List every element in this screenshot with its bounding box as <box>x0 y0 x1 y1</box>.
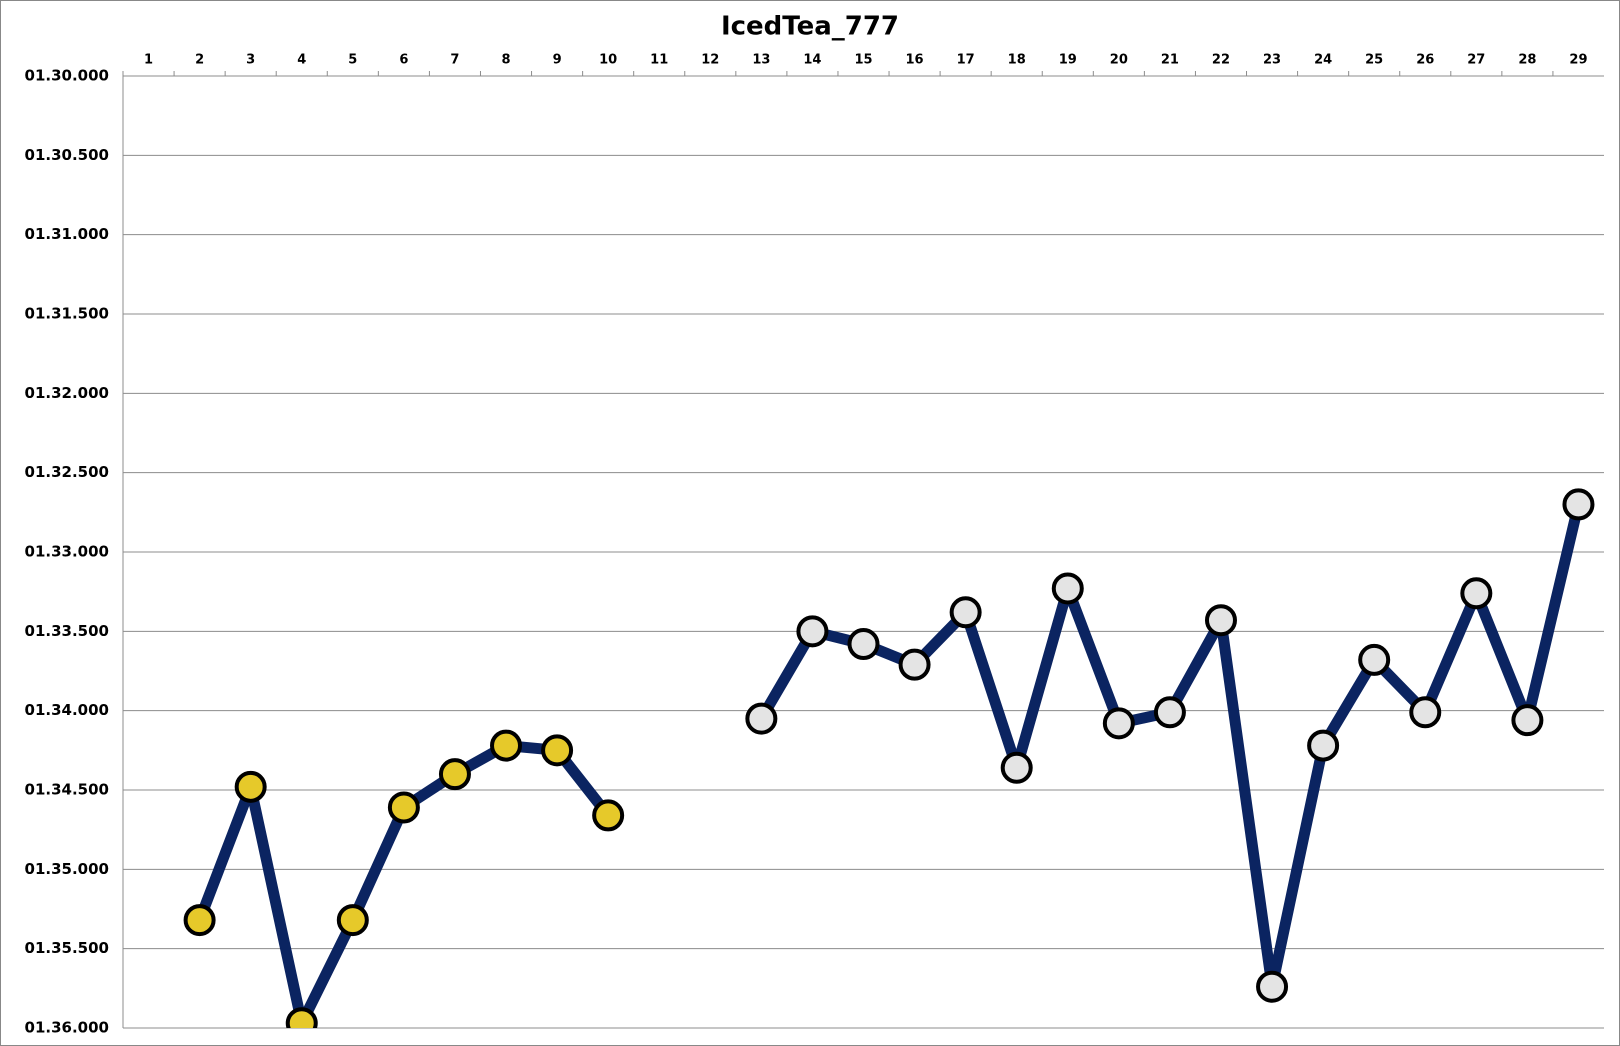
x-tick-label: 21 <box>1161 53 1179 68</box>
y-tick-label: 01.35.500 <box>25 939 109 957</box>
marker <box>1511 704 1544 737</box>
marker <box>1051 572 1084 605</box>
x-tick-label: 27 <box>1467 53 1485 68</box>
x-tick-label: 11 <box>650 53 668 68</box>
chart-title: IcedTea_777 <box>721 12 899 42</box>
marker <box>387 791 420 824</box>
x-tick-label: 7 <box>450 53 459 68</box>
marker <box>592 799 625 832</box>
marker <box>1000 751 1033 784</box>
y-tick-label: 01.30.500 <box>25 146 109 164</box>
y-tick-label: 01.31.500 <box>25 305 109 323</box>
y-tick-label: 01.32.500 <box>25 463 109 481</box>
x-tick-label: 12 <box>701 53 719 68</box>
marker <box>234 770 267 803</box>
y-tick-label: 01.34.000 <box>25 701 109 719</box>
y-tick-label: 01.31.000 <box>25 225 109 243</box>
x-tick-label: 1 <box>144 53 153 68</box>
x-tick-label: 17 <box>957 53 975 68</box>
x-tick-label: 18 <box>1008 53 1026 68</box>
x-tick-label: 16 <box>906 53 924 68</box>
x-tick-label: 19 <box>1059 53 1077 68</box>
marker <box>438 758 471 791</box>
y-tick-label: 01.33.000 <box>25 543 109 561</box>
y-tick-label: 01.36.000 <box>25 1019 109 1037</box>
y-tick-label: 01.30.000 <box>25 67 109 85</box>
x-tick-label: 28 <box>1518 53 1536 68</box>
y-tick-label: 01.33.500 <box>25 622 109 640</box>
marker <box>1409 696 1442 729</box>
marker <box>847 628 880 661</box>
x-tick-label: 24 <box>1314 53 1332 68</box>
marker <box>1204 604 1237 637</box>
marker <box>1358 643 1391 676</box>
marker <box>745 702 778 735</box>
x-tick-label: 3 <box>246 53 255 68</box>
marker <box>541 734 574 767</box>
x-tick-label: 10 <box>599 53 617 68</box>
y-tick-label: 01.34.500 <box>25 781 109 799</box>
x-tick-label: 2 <box>195 53 204 68</box>
marker <box>1256 970 1289 1003</box>
x-tick-label: 22 <box>1212 53 1230 68</box>
marker <box>336 904 369 937</box>
x-tick-label: 26 <box>1416 53 1434 68</box>
marker <box>183 904 216 937</box>
marker <box>949 596 982 629</box>
marker <box>1102 707 1135 740</box>
marker <box>490 729 523 762</box>
x-tick-label: 5 <box>348 53 357 68</box>
x-tick-label: 20 <box>1110 53 1128 68</box>
marker <box>898 648 931 681</box>
x-tick-label: 29 <box>1569 53 1587 68</box>
marker <box>1460 577 1493 610</box>
x-tick-label: 9 <box>553 53 562 68</box>
marker <box>1562 488 1595 521</box>
y-tick-label: 01.32.000 <box>25 384 109 402</box>
marker <box>1307 729 1340 762</box>
x-tick-label: 23 <box>1263 53 1281 68</box>
marker <box>285 1007 318 1028</box>
x-tick-label: 6 <box>399 53 408 68</box>
x-tick-label: 4 <box>297 53 306 68</box>
marker <box>1153 696 1186 729</box>
x-tick-label: 8 <box>501 53 510 68</box>
x-tick-label: 25 <box>1365 53 1383 68</box>
x-tick-label: 15 <box>854 53 872 68</box>
x-tick-label: 14 <box>803 53 821 68</box>
x-tick-label: 13 <box>752 53 770 68</box>
marker <box>796 615 829 648</box>
plot-area <box>183 488 1595 1028</box>
y-tick-label: 01.35.000 <box>25 860 109 878</box>
